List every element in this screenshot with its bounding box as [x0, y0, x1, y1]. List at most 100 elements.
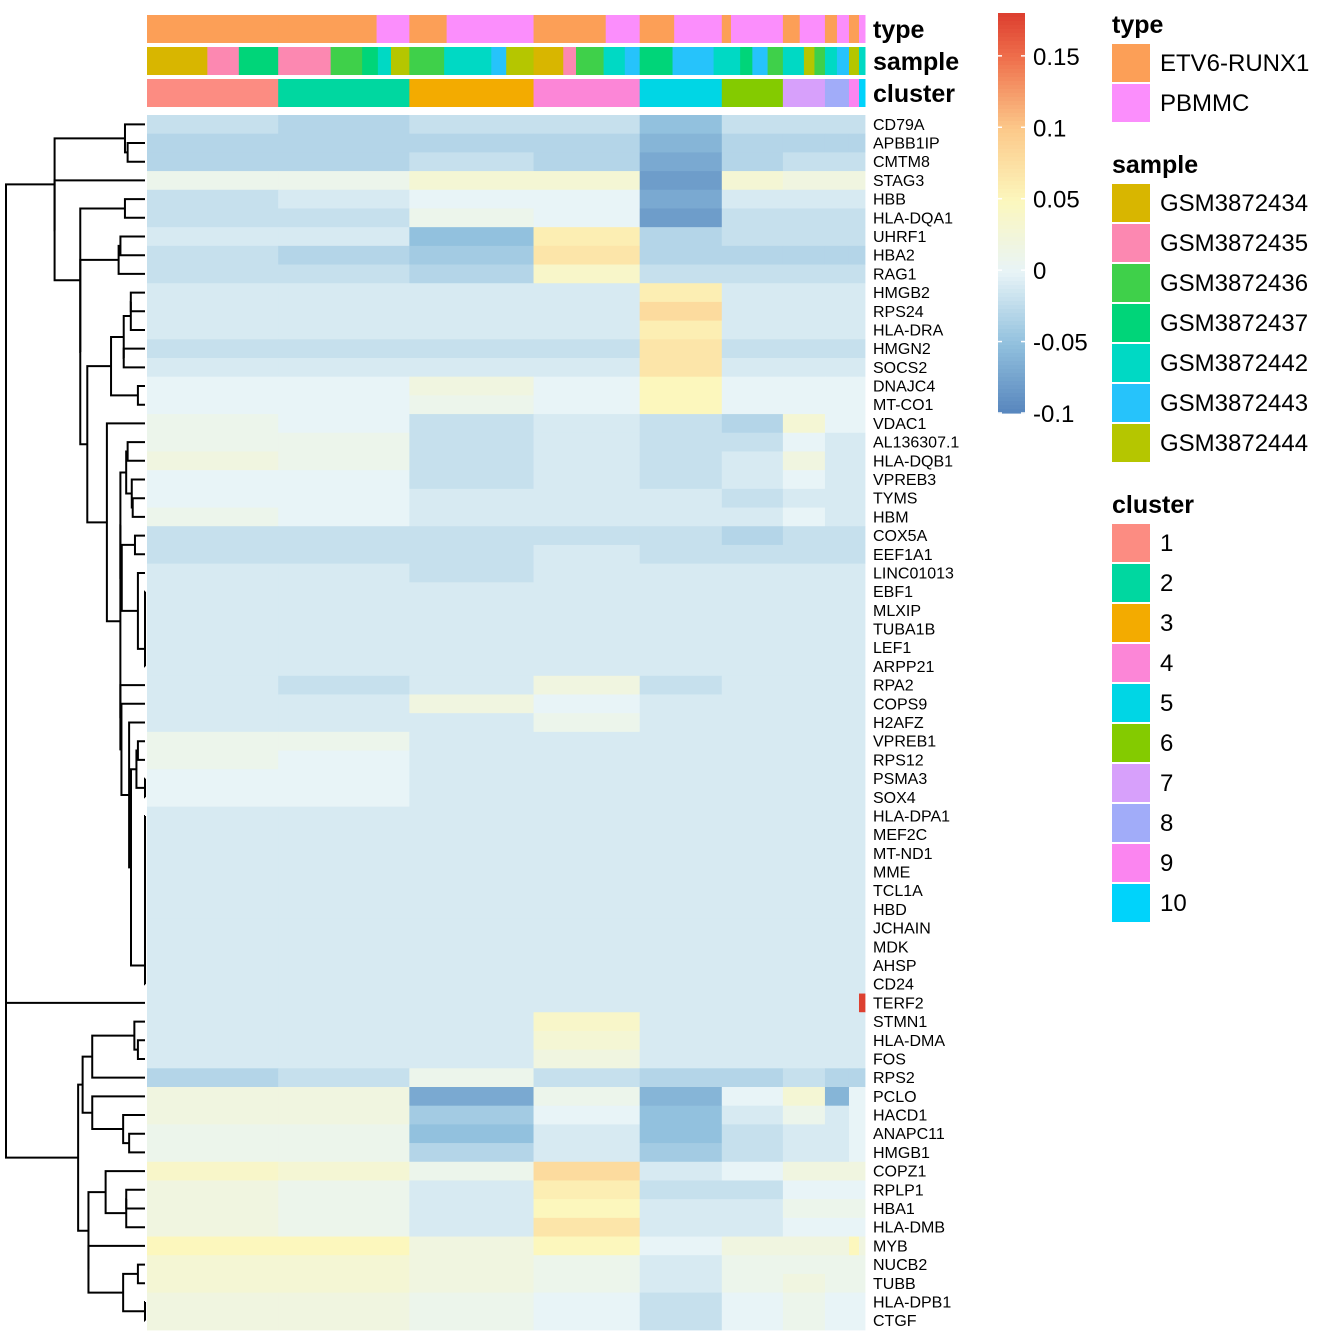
- colorbar-step: [998, 405, 1025, 410]
- heatmap-cell: [824, 1143, 850, 1163]
- colorbar-step: [998, 45, 1025, 50]
- sample-annotation-segment: [713, 47, 723, 75]
- heatmap-cell: [533, 657, 641, 677]
- heatmap-cell: [533, 208, 641, 228]
- heatmap-cell: [409, 189, 534, 209]
- dendrogram-branch: [122, 314, 131, 359]
- colorbar-step: [998, 117, 1025, 122]
- legend-swatch: [1112, 564, 1150, 602]
- dendrogram-branch: [79, 258, 119, 446]
- heatmap-cell: [782, 769, 826, 789]
- colorbar-step: [998, 361, 1025, 366]
- cluster-annotation-segment: [639, 79, 723, 107]
- gene-label: H2AFZ: [873, 715, 924, 732]
- heatmap-cell: [721, 657, 784, 677]
- gene-label: TUBA1B: [873, 622, 935, 639]
- gene-label: AL136307.1: [873, 435, 959, 452]
- heatmap-cell: [858, 208, 866, 228]
- sample-annotation-segment: [238, 47, 279, 75]
- heatmap-cell: [721, 1311, 784, 1331]
- colorbar-step: [998, 145, 1025, 150]
- colorbar-step: [998, 33, 1025, 38]
- colorbar-step: [998, 49, 1025, 54]
- legend-label: 10: [1160, 890, 1187, 917]
- dendrogram-branch: [91, 1034, 145, 1079]
- colorbar-step: [998, 241, 1025, 246]
- heatmap-cell: [533, 283, 641, 303]
- sample-annotation-segment: [721, 47, 741, 75]
- legend-swatch: [1112, 44, 1150, 82]
- legend-swatch: [1112, 524, 1150, 562]
- heatmap-cell: [782, 1311, 826, 1331]
- heatmap-cell: [782, 1124, 826, 1144]
- heatmap-cell: [533, 1255, 641, 1275]
- legend-label: 1: [1160, 530, 1173, 557]
- heatmap-cell: [782, 152, 826, 172]
- heatmap-cell: [278, 115, 410, 135]
- heatmap-cell: [278, 601, 410, 621]
- heatmap-cell: [147, 470, 279, 490]
- heatmap-cell: [533, 1161, 641, 1181]
- heatmap-cell: [824, 264, 850, 284]
- legend-swatch: [1112, 684, 1150, 722]
- heatmap-cell: [721, 544, 784, 565]
- heatmap-cell: [639, 1030, 723, 1051]
- gene-label: RPA2: [873, 678, 914, 695]
- heatmap-cell: [278, 1068, 410, 1088]
- heatmap-cell: [639, 1124, 723, 1144]
- heatmap-cell: [533, 301, 641, 322]
- heatmap-cell: [639, 171, 723, 191]
- heatmap-cell: [147, 881, 279, 901]
- heatmap-cell: [782, 956, 826, 976]
- heatmap-cell: [858, 657, 866, 677]
- heatmap-cell: [278, 1124, 410, 1144]
- heatmap-cell: [147, 713, 279, 733]
- colorbar-step: [998, 173, 1025, 178]
- colorbar-step: [998, 137, 1025, 142]
- heatmap-cell: [639, 993, 723, 1013]
- gene-label: STAG3: [873, 173, 924, 190]
- heatmap-cell: [533, 544, 641, 565]
- heatmap-cell: [278, 1273, 410, 1294]
- heatmap-cell: [533, 395, 641, 415]
- heatmap-cell: [848, 301, 860, 322]
- heatmap-cell: [278, 189, 410, 209]
- type-annotation-segment: [799, 15, 826, 43]
- colorbar-step: [998, 41, 1025, 46]
- heatmap-cell: [409, 956, 534, 976]
- heatmap-cell: [848, 358, 860, 378]
- heatmap-cell: [824, 189, 850, 209]
- colorbar-step: [998, 133, 1025, 138]
- heatmap-cell: [147, 657, 279, 677]
- heatmap-cell: [639, 1049, 723, 1069]
- heatmap-cell: [533, 245, 641, 265]
- colorbar-step: [998, 77, 1025, 82]
- legend-label: 6: [1160, 730, 1173, 757]
- heatmap-cell: [639, 339, 723, 359]
- colorbar-step: [998, 341, 1025, 346]
- heatmap-cell: [639, 844, 723, 864]
- heatmap-cell: [721, 974, 784, 994]
- heatmap-cell: [782, 1087, 826, 1107]
- dendrogram-branch: [53, 137, 125, 232]
- heatmap-cell: [147, 731, 279, 751]
- heatmap-cell: [848, 825, 860, 845]
- heatmap-cell: [409, 1161, 534, 1181]
- heatmap-cell: [721, 133, 784, 153]
- heatmap-cell: [782, 395, 826, 415]
- heatmap-cell: [533, 1124, 641, 1144]
- heatmap-cell: [639, 601, 723, 621]
- heatmap-cell: [639, 245, 723, 265]
- heatmap-cell: [848, 1030, 860, 1051]
- colorbar-step: [998, 177, 1025, 182]
- heatmap-cell: [858, 900, 866, 920]
- gene-label: RAG1: [873, 266, 917, 283]
- heatmap-cell: [824, 358, 850, 378]
- heatmap-cell: [147, 1143, 279, 1163]
- heatmap-cell: [533, 115, 641, 135]
- heatmap-cell: [533, 526, 641, 546]
- colorbar-step: [998, 269, 1025, 274]
- heatmap-cell: [858, 881, 866, 901]
- dendrogram-branch: [136, 740, 145, 761]
- heatmap-cell: [409, 133, 534, 153]
